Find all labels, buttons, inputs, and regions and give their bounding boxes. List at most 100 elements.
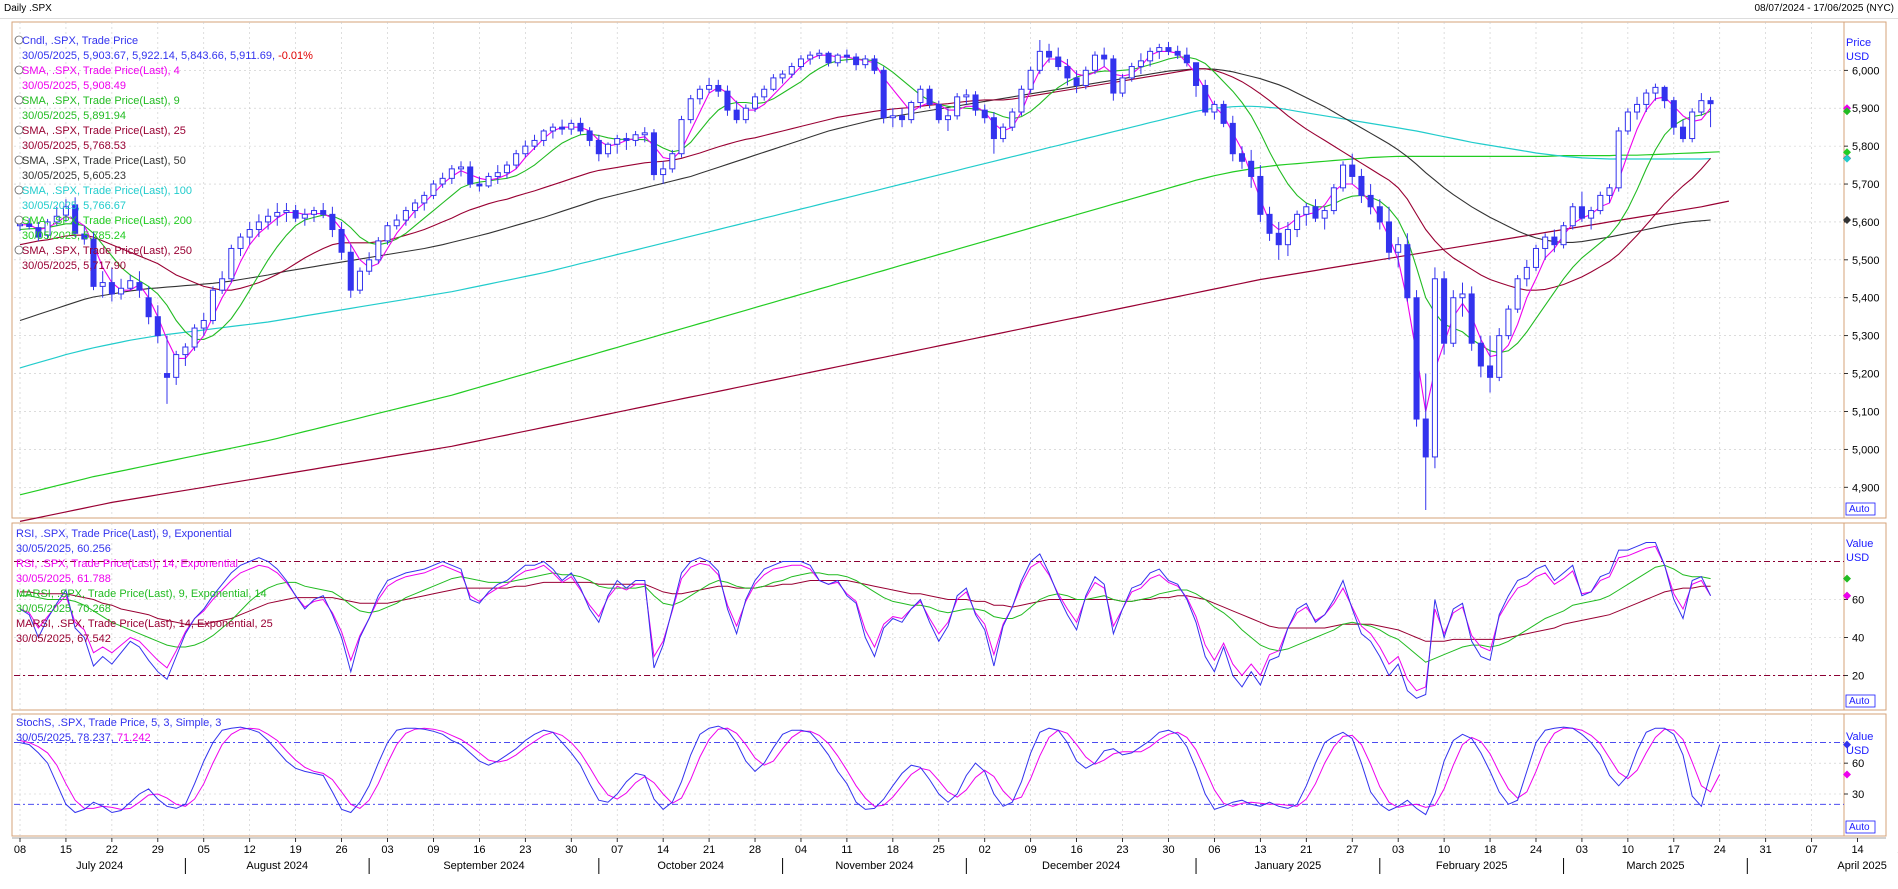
- stoch-auto-button[interactable]: [1845, 820, 1876, 834]
- legend-dot[interactable]: [14, 35, 24, 45]
- candle: [1009, 108, 1016, 131]
- candle: [1018, 85, 1025, 116]
- candle-body: [485, 175, 492, 187]
- candle: [1128, 62, 1135, 82]
- candle: [503, 161, 510, 179]
- candle: [1312, 199, 1319, 222]
- x-tick-label: 24: [1714, 844, 1726, 856]
- sma100-line: [19, 105, 1711, 369]
- legend-dot[interactable]: [14, 155, 24, 165]
- candle: [751, 93, 759, 113]
- candle: [807, 51, 814, 65]
- candle-body: [1220, 103, 1227, 124]
- candle-body: [1238, 153, 1246, 162]
- candle-body: [99, 282, 106, 287]
- x-tick-label: 25: [933, 844, 945, 856]
- candle: [1073, 70, 1080, 94]
- candle-body: [549, 126, 556, 132]
- candle-body: [366, 259, 373, 272]
- candle-body: [219, 278, 226, 291]
- candle-body: [1183, 54, 1190, 64]
- x-tick-label: 29: [152, 844, 164, 856]
- candle-body: [1082, 69, 1089, 86]
- rsi14-last-marker: [1843, 591, 1851, 600]
- candle-body: [35, 227, 42, 238]
- candle: [954, 93, 961, 120]
- x-tick-label: 03: [1576, 844, 1588, 856]
- candle-body: [393, 219, 400, 227]
- candle-body: [347, 251, 354, 291]
- candle: [1220, 100, 1227, 128]
- legend-change-pct: -0.01%: [278, 50, 313, 62]
- legend-dot[interactable]: [14, 185, 24, 195]
- x-tick-label: 07: [611, 844, 623, 856]
- price-auto-button[interactable]: [1845, 502, 1876, 516]
- candle: [577, 117, 584, 135]
- rsi-auto-button[interactable]: [1845, 694, 1876, 708]
- candle: [1431, 267, 1438, 469]
- legend-series-name: RSI, .SPX, Trade Price(Last), 14, Expone…: [16, 558, 238, 570]
- price-tick-label: 5,900: [1852, 103, 1880, 115]
- legend-dot[interactable]: [14, 65, 24, 75]
- candle: [1395, 237, 1402, 268]
- candle: [1147, 47, 1154, 67]
- candle: [200, 312, 207, 336]
- legend-dot[interactable]: [14, 125, 24, 135]
- candle-body: [430, 183, 437, 196]
- legend-series-value: 30/05/2025, 5,605.23: [22, 170, 126, 182]
- candle: [1588, 206, 1595, 230]
- candle: [559, 119, 566, 135]
- candle-body: [899, 115, 906, 121]
- candle-body: [1165, 47, 1172, 52]
- candle-body: [154, 316, 161, 337]
- candle: [81, 225, 88, 245]
- x-tick-label: 14: [657, 844, 669, 856]
- candle: [549, 123, 556, 139]
- candle-body: [724, 90, 731, 111]
- candle-body: [182, 346, 189, 356]
- candle: [1055, 47, 1062, 71]
- x-tick-label: 28: [749, 844, 761, 856]
- candle-body: [1321, 210, 1328, 219]
- candle-body: [1634, 103, 1641, 113]
- candle-body: [972, 94, 979, 111]
- candle-body: [1110, 58, 1117, 94]
- month-label: September 2024: [443, 860, 524, 872]
- candle-body: [1202, 84, 1209, 113]
- candle-body: [577, 122, 584, 132]
- legend-dot[interactable]: [14, 245, 24, 255]
- legend-series-value: 30/05/2025, 5,785.24: [22, 230, 126, 242]
- candle-body: [1257, 175, 1264, 215]
- candle-body: [1588, 210, 1595, 219]
- candle-body: [1229, 122, 1236, 155]
- candle-body: [1367, 194, 1374, 208]
- candle: [219, 271, 226, 294]
- legend-series-name: SMA, .SPX, Trade Price(Last), 250: [22, 245, 192, 257]
- legend-dot[interactable]: [14, 215, 24, 225]
- candle: [35, 221, 42, 241]
- candle: [843, 49, 850, 63]
- candle-body: [1036, 50, 1043, 71]
- candle-body: [963, 94, 970, 98]
- candle-body: [62, 206, 69, 216]
- candle-body: [944, 115, 951, 121]
- candle-body: [301, 213, 308, 219]
- candle-body: [237, 236, 244, 249]
- candle-body: [1128, 66, 1135, 79]
- candle-body: [228, 247, 235, 280]
- candle: [1091, 51, 1099, 75]
- x-axis-months: July 2024 August 2024 September 2024 Octobe…: [76, 858, 1887, 874]
- candle: [375, 237, 382, 264]
- legend-series-value: 30/05/2025, 67.542: [16, 633, 111, 645]
- candle-body: [1376, 206, 1383, 223]
- price-legend: Cndl, .SPX, Trade Price 30/05/2025, 5,903…: [14, 35, 313, 272]
- candle: [917, 85, 924, 109]
- price-tick-label: 5,100: [1852, 406, 1880, 418]
- candle-body: [1670, 100, 1677, 128]
- x-tick-label: 09: [427, 844, 439, 856]
- candle-body: [173, 354, 180, 378]
- x-tick-label: 16: [1070, 844, 1082, 856]
- candle: [1211, 100, 1218, 120]
- legend-dot[interactable]: [14, 95, 24, 105]
